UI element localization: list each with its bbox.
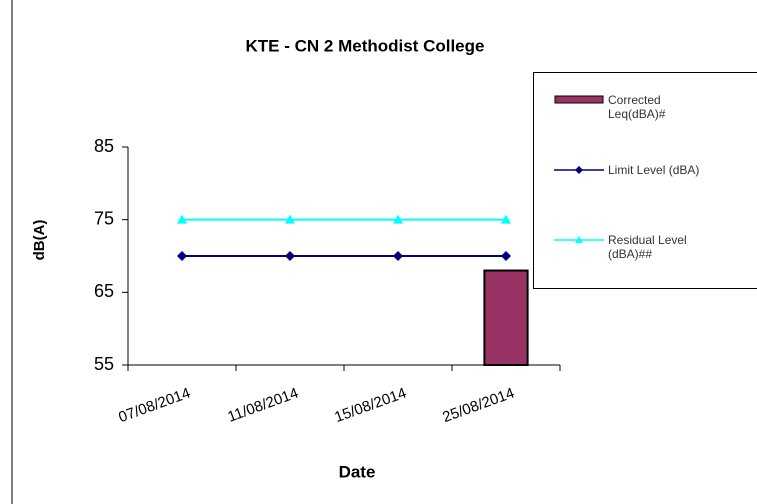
marker	[501, 214, 511, 224]
chart-title: KTE - CN 2 Methodist College	[246, 36, 485, 55]
legend-item: Residual Level (dBA)##	[554, 233, 754, 261]
x-axis-label: Date	[339, 462, 376, 481]
marker	[177, 251, 187, 261]
legend-label: Corrected Leq(dBA)#	[608, 93, 666, 121]
x-tick-label: 07/08/2014	[116, 385, 192, 427]
x-tick-label: 25/08/2014	[440, 385, 516, 427]
marker	[285, 214, 295, 224]
y-tick-label: 65	[94, 281, 114, 301]
legend-swatch-marker	[575, 166, 583, 174]
legend-label: Residual Level (dBA)##	[608, 233, 687, 261]
y-tick-label: 55	[94, 354, 114, 374]
legend-swatch	[554, 95, 604, 104]
legend-label: Limit Level (dBA)	[608, 163, 700, 177]
legend-swatch	[554, 166, 604, 174]
x-tick-label: 11/08/2014	[225, 385, 300, 426]
marker	[285, 251, 295, 261]
legend-item: Corrected Leq(dBA)#	[554, 93, 754, 121]
marker	[177, 214, 187, 224]
x-tick-label: 15/08/2014	[332, 385, 408, 427]
legend-swatch-bar	[554, 95, 604, 104]
legend-item: Limit Level (dBA)	[554, 163, 754, 177]
y-axis-label: dB(A)	[31, 220, 48, 261]
marker	[501, 251, 511, 261]
legend: Corrected Leq(dBA)# Limit Level (dBA) Resi…	[533, 72, 757, 289]
y-tick-label: 75	[94, 208, 114, 228]
bar	[483, 269, 529, 366]
y-tick-label: 85	[94, 136, 114, 156]
marker	[393, 214, 403, 224]
legend-swatch-marker	[575, 236, 583, 243]
legend-swatch	[554, 236, 604, 243]
marker	[393, 251, 403, 261]
